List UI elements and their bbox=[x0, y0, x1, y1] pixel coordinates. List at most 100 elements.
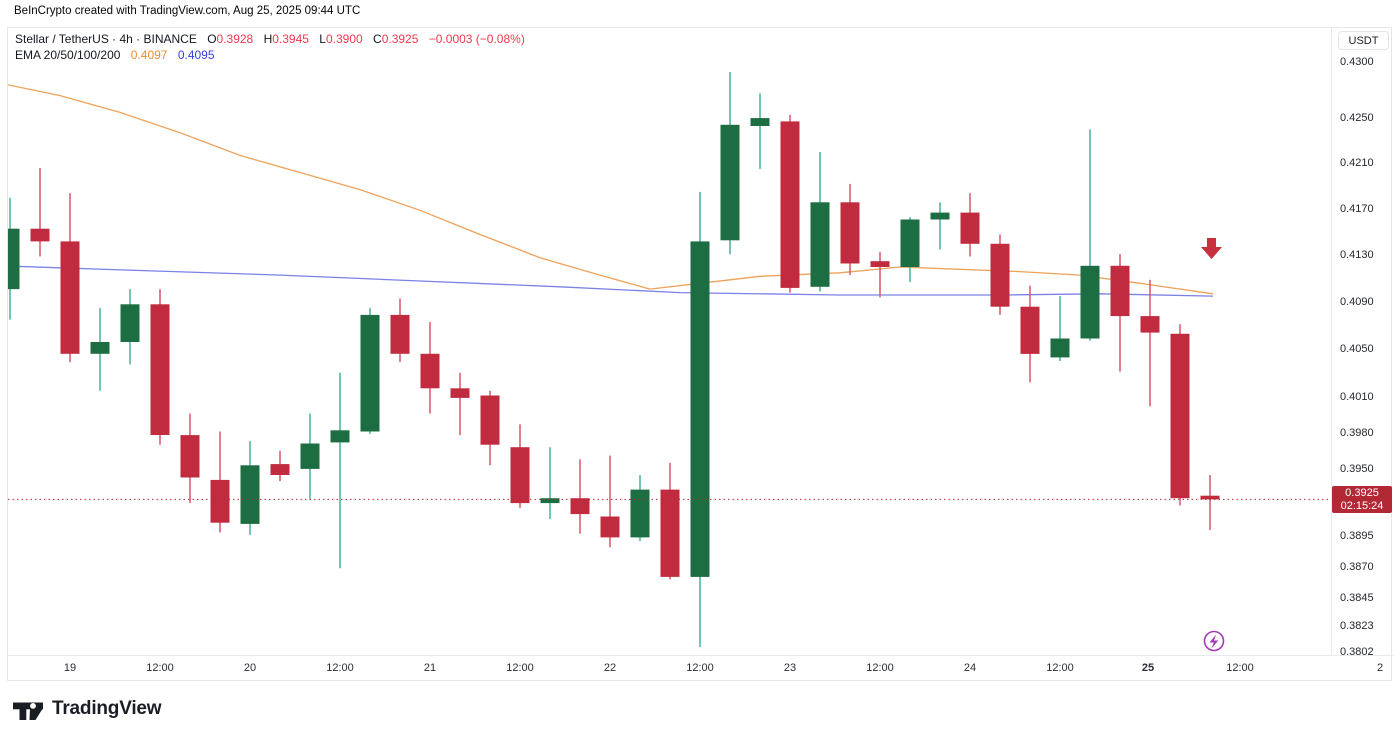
symbol-legend-row: Stellar / TetherUS · 4h · BINANCE O0.392… bbox=[15, 31, 525, 47]
price-tick: 0.4210 bbox=[1340, 157, 1374, 170]
time-axis-divider bbox=[7, 655, 1393, 656]
price-tick: 0.3845 bbox=[1340, 592, 1374, 605]
candle-up bbox=[1080, 265, 1100, 339]
price-tick: 0.3802 bbox=[1340, 646, 1374, 658]
last-price-value: 0.3925 bbox=[1345, 486, 1379, 499]
time-tick: 23 bbox=[783, 662, 797, 674]
candle-down bbox=[570, 498, 590, 515]
price-tick: 0.3823 bbox=[1340, 619, 1374, 632]
candle-up bbox=[900, 219, 920, 267]
candle-up bbox=[360, 314, 380, 432]
candle-up bbox=[720, 124, 740, 241]
candle-down bbox=[510, 447, 530, 504]
candle-down bbox=[870, 261, 890, 267]
time-tick: 2 bbox=[1376, 662, 1384, 674]
candle-down bbox=[660, 489, 680, 577]
symbol-title[interactable]: Stellar / TetherUS · 4h · BINANCE bbox=[15, 32, 197, 46]
ema-line-blue bbox=[8, 265, 1214, 297]
ema-orange-value: 0.4097 bbox=[130, 48, 168, 62]
candle-up bbox=[540, 498, 560, 504]
time-tick: 21 bbox=[423, 662, 437, 674]
candle-up bbox=[750, 118, 770, 126]
time-tick: 19 bbox=[63, 662, 77, 674]
symbol-legend: Stellar / TetherUS · 4h · BINANCE O0.392… bbox=[15, 31, 525, 63]
candle-down bbox=[960, 212, 980, 244]
candle-up bbox=[810, 202, 830, 287]
attribution-text: BeInCrypto created with TradingView.com,… bbox=[14, 5, 361, 17]
candle-down bbox=[600, 516, 620, 538]
price-tick: 0.3980 bbox=[1340, 426, 1374, 439]
open-label: O bbox=[207, 32, 217, 46]
price-tick: 0.4010 bbox=[1340, 390, 1374, 403]
last-price-label: 0.3925 02:15:24 bbox=[1332, 485, 1392, 513]
candle-down bbox=[840, 202, 860, 264]
time-tick: 22 bbox=[603, 662, 617, 674]
currency-badge[interactable]: USDT bbox=[1338, 31, 1389, 50]
candle-down bbox=[990, 243, 1010, 307]
candle-up bbox=[630, 489, 650, 538]
lightning-icon[interactable] bbox=[1203, 630, 1225, 652]
close-label: C bbox=[373, 32, 382, 46]
price-tick: 0.4250 bbox=[1340, 112, 1374, 125]
price-tick: 0.4050 bbox=[1340, 343, 1374, 356]
candle-down bbox=[60, 241, 80, 354]
high-label: H bbox=[263, 32, 273, 46]
candle-up bbox=[930, 212, 950, 220]
candle-down bbox=[180, 435, 200, 478]
candle-down bbox=[270, 464, 290, 475]
time-tick: 24 bbox=[963, 662, 977, 674]
candle-up bbox=[90, 342, 110, 354]
candle-down bbox=[1020, 306, 1040, 354]
candle-down bbox=[150, 304, 170, 435]
open-value: 0.3928 bbox=[216, 32, 254, 46]
candle-down bbox=[1170, 333, 1190, 499]
price-tick: 0.4130 bbox=[1340, 249, 1374, 262]
candle-up bbox=[690, 241, 710, 577]
candle-down bbox=[30, 228, 50, 242]
candle-down bbox=[390, 314, 410, 354]
candle-up bbox=[240, 465, 260, 524]
time-tick: 12:00 bbox=[1226, 662, 1254, 674]
price-tick: 0.3950 bbox=[1340, 463, 1374, 475]
time-tick: 12:00 bbox=[866, 662, 894, 674]
candle-down bbox=[1200, 495, 1220, 500]
tradingview-logo-icon bbox=[13, 702, 43, 720]
tradingview-logo-text: TradingView bbox=[52, 697, 162, 719]
candle-down bbox=[480, 395, 500, 445]
time-tick: 12:00 bbox=[506, 662, 534, 674]
candle-down bbox=[1110, 265, 1130, 317]
change-value: −0.0003 (−0.08%) bbox=[428, 32, 525, 46]
time-tick: 25 bbox=[1141, 662, 1155, 674]
plot-area bbox=[8, 72, 1220, 647]
candle-down bbox=[450, 388, 470, 398]
price-tick: 0.3895 bbox=[1340, 530, 1374, 543]
time-tick: 12:00 bbox=[146, 662, 174, 674]
tradingview-logo[interactable]: TradingView bbox=[13, 696, 162, 721]
low-label: L bbox=[319, 32, 326, 46]
time-tick: 12:00 bbox=[326, 662, 354, 674]
price-axis-divider bbox=[1331, 27, 1332, 655]
close-value: 0.3925 bbox=[381, 32, 419, 46]
price-tick: 0.3870 bbox=[1340, 561, 1374, 573]
time-tick: 12:00 bbox=[1046, 662, 1074, 674]
indicator-legend-row: EMA 20/50/100/200 0.4097 0.4095 bbox=[15, 47, 525, 63]
price-tick: 0.4090 bbox=[1340, 296, 1374, 308]
candle-down bbox=[1140, 316, 1160, 333]
bar-close-countdown: 02:15:24 bbox=[1340, 499, 1384, 512]
candle-up bbox=[1050, 338, 1070, 358]
candle-up bbox=[8, 228, 20, 290]
high-value: 0.3945 bbox=[272, 32, 309, 46]
ema-indicator-label[interactable]: EMA 20/50/100/200 bbox=[15, 48, 121, 62]
time-tick: 20 bbox=[243, 662, 257, 674]
candle-down bbox=[420, 353, 440, 389]
price-tick: 0.4300 bbox=[1340, 56, 1374, 68]
candle-down bbox=[780, 121, 800, 288]
ema-blue-value: 0.4095 bbox=[177, 48, 215, 62]
down-arrow-icon bbox=[1201, 238, 1222, 259]
time-tick: 12:00 bbox=[686, 662, 714, 674]
candle-down bbox=[210, 479, 230, 523]
candle-up bbox=[300, 443, 320, 469]
candle-up bbox=[330, 430, 350, 443]
